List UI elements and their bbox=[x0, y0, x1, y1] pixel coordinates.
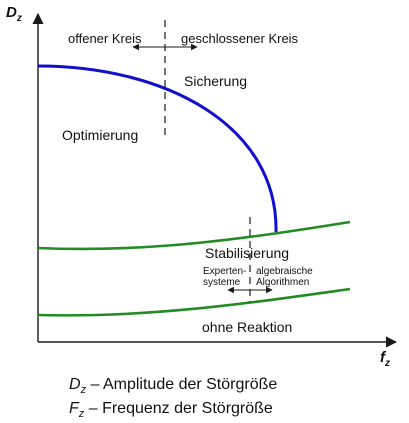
no-reaction-label: ohne Reaktion bbox=[202, 319, 292, 335]
legend-fz: Fz – Frequenz der Störgröße bbox=[69, 400, 273, 420]
y-axis-label: Dz bbox=[6, 4, 22, 24]
stabilization-upper-curve bbox=[37, 220, 351, 251]
legend-dz: Dz – Amplitude der Störgröße bbox=[69, 376, 277, 396]
open-loop-label: offener Kreis bbox=[68, 31, 142, 46]
x-axis-label: fz bbox=[380, 349, 390, 369]
stabilization-region-label: Stabilisierung bbox=[205, 245, 289, 261]
safety-boundary-curve bbox=[37, 64, 278, 233]
stabilization-lower-curve bbox=[37, 287, 351, 317]
expert-systems-label-line1: Experten- bbox=[203, 266, 246, 277]
safety-region-label: Sicherung bbox=[184, 73, 247, 89]
algebraic-label-line1: algebraische bbox=[256, 266, 313, 277]
algebraic-label-line2: Algorithmen bbox=[256, 277, 309, 288]
closed-loop-label: geschlossener Kreis bbox=[181, 31, 299, 46]
expert-systems-label-line2: systeme bbox=[203, 277, 241, 288]
optimization-region-label: Optimierung bbox=[62, 127, 138, 143]
